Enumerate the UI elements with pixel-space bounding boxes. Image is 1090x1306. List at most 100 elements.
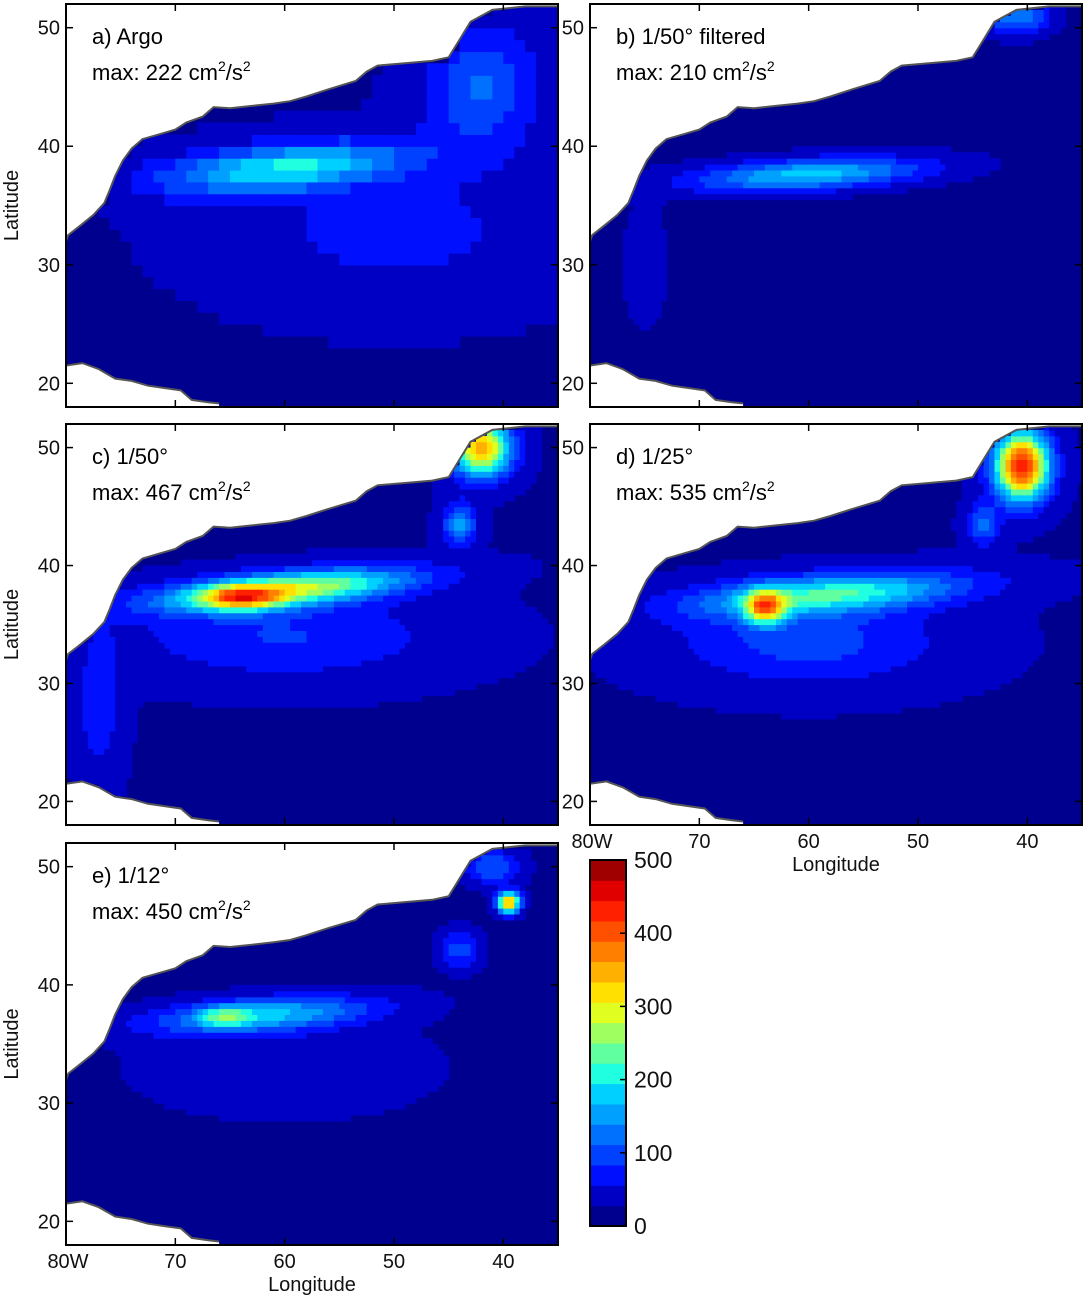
coastline: [66, 4, 558, 242]
x-tick-label: 40: [1016, 831, 1038, 853]
panel-label: c) 1/50°: [92, 444, 168, 469]
y-tick-label: 50: [562, 438, 584, 460]
colorbar-segment: [590, 1165, 626, 1186]
colorbar-tick-label: 100: [634, 1140, 672, 1166]
colorbar-segment: [590, 1205, 626, 1227]
y-tick-label: 20: [38, 373, 60, 395]
panel-a: 20 30 40 50 Latitude a) Argo max: 222 cm2/s2: [1, 3, 559, 408]
y-tick-label: 40: [562, 136, 584, 158]
colorbar-tick-label: 500: [634, 847, 672, 873]
x-tick-label: 60: [274, 1251, 296, 1273]
coastline: [66, 843, 558, 1080]
coastline-south: [66, 362, 220, 405]
land-north-america: [590, 4, 1082, 242]
panel-frame: [65, 423, 559, 826]
x-tick-label: 70: [164, 1251, 186, 1273]
colorbar-segment: [590, 1185, 626, 1207]
colorbar: 0 100 200 300 400 500: [589, 847, 672, 1239]
x-tick-label: 80W: [47, 1251, 88, 1273]
x-tick-label: 60: [798, 831, 820, 853]
colorbar-segment: [590, 900, 626, 922]
y-tick-label: 50: [562, 18, 584, 40]
coastline: [590, 4, 1082, 242]
colorbar-tick-label: 400: [634, 920, 672, 946]
y-tick-label: 20: [562, 373, 584, 395]
colorbar-frame: [589, 859, 627, 1227]
coastline-south: [590, 362, 744, 405]
y-tick-label: 40: [38, 556, 60, 578]
panel-d: 20 30 40 50 80W 70 60 50 40 Longitude d) 1/25° max:…: [562, 423, 1083, 876]
x-tick-label: 50: [383, 1251, 405, 1273]
colorbar-segment: [590, 1144, 626, 1166]
eke-field: [66, 4, 558, 407]
panel-max-value: max: 467 cm2/s2: [92, 478, 251, 505]
x-tick-label: 70: [688, 831, 710, 853]
panel-c: 20 30 40 50 Latitude c) 1/50° max: 467 cm2/s2: [1, 423, 559, 826]
panel-frame: [589, 423, 1083, 826]
y-tick-label: 30: [38, 255, 60, 277]
coastline: [590, 424, 1082, 661]
eke-field: [66, 843, 558, 1245]
x-axis-title: Longitude: [792, 854, 880, 876]
colorbar-segment: [590, 1002, 626, 1024]
y-tick-label: 40: [562, 556, 584, 578]
panel-label: e) 1/12°: [92, 863, 169, 888]
colorbar-segment: [590, 961, 626, 983]
x-tick-label: 40: [492, 1251, 514, 1273]
panel-e: 20 30 40 50 Latitude 80W 70 60 50 40 Longitude e) 1…: [1, 842, 559, 1296]
coastline-south: [66, 1200, 220, 1243]
y-tick-label: 30: [38, 1093, 60, 1115]
y-axis-title: Latitude: [1, 1008, 23, 1079]
panel-max-value: max: 222 cm2/s2: [92, 58, 251, 85]
land-north-america: [590, 424, 1082, 660]
panel-b: 20 30 40 50 b) 1/50° filtered max: 210 cm2/s2: [562, 3, 1083, 408]
colorbar-segment: [590, 1063, 626, 1085]
coastline-south: [590, 780, 744, 823]
colorbar-segment: [590, 1083, 626, 1105]
panel-frame: [65, 3, 559, 408]
colorbar-segment: [590, 880, 626, 902]
colorbar-segment: [590, 921, 626, 942]
colorbar-tick-label: 0: [634, 1213, 647, 1239]
panel-label: b) 1/50° filtered: [616, 24, 765, 49]
colorbar-segment: [590, 1043, 626, 1064]
colorbar-tick-label: 300: [634, 993, 672, 1019]
land-north-america: [66, 424, 558, 660]
y-axis-title: Latitude: [1, 170, 23, 241]
panel-label: a) Argo: [92, 24, 163, 49]
y-tick-label: 20: [38, 1211, 60, 1233]
eke-field: [590, 424, 1082, 825]
eke-field: [590, 4, 1082, 407]
y-tick-label: 30: [562, 255, 584, 277]
y-tick-label: 30: [562, 673, 584, 695]
colorbar-segment: [590, 1124, 626, 1146]
y-tick-label: 50: [38, 857, 60, 879]
colorbar-tick-label: 200: [634, 1067, 672, 1093]
y-tick-label: 20: [562, 791, 584, 813]
x-tick-label: 80W: [571, 831, 612, 853]
no-data-area: [66, 4, 318, 230]
colorbar-segment: [590, 982, 626, 1003]
panel-frame: [589, 3, 1083, 408]
panel-frame: [65, 842, 559, 1246]
colorbar-segment: [590, 1022, 626, 1044]
y-tick-label: 50: [38, 438, 60, 460]
y-tick-label: 40: [38, 136, 60, 158]
x-axis-title: Longitude: [268, 1274, 356, 1296]
y-axis-title: Latitude: [1, 589, 23, 660]
y-tick-label: 20: [38, 791, 60, 813]
land-north-america: [66, 843, 558, 1080]
y-tick-label: 40: [38, 975, 60, 997]
y-tick-label: 50: [38, 18, 60, 40]
eke-field: [66, 424, 558, 825]
coastline-south: [66, 780, 220, 823]
colorbar-segment: [590, 941, 626, 963]
colorbar-segment: [590, 860, 626, 881]
coastline: [66, 424, 558, 661]
panel-max-value: max: 210 cm2/s2: [616, 58, 775, 85]
x-tick-label: 50: [907, 831, 929, 853]
panel-max-value: max: 450 cm2/s2: [92, 897, 251, 924]
y-tick-label: 30: [38, 673, 60, 695]
panel-max-value: max: 535 cm2/s2: [616, 478, 775, 505]
